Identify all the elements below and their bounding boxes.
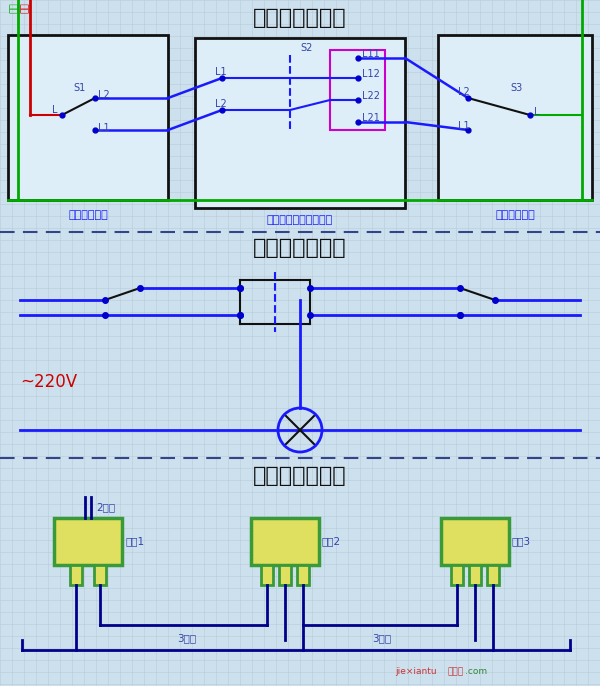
Bar bbox=[441, 518, 509, 565]
Text: 2根线: 2根线 bbox=[96, 502, 115, 512]
Text: S3: S3 bbox=[510, 83, 522, 93]
Text: L11: L11 bbox=[362, 49, 380, 59]
Text: S1: S1 bbox=[74, 83, 86, 93]
Text: 三控开关布线图: 三控开关布线图 bbox=[253, 466, 347, 486]
Text: ~220V: ~220V bbox=[20, 373, 77, 391]
Bar bbox=[330, 50, 385, 130]
Bar bbox=[487, 565, 499, 585]
Bar bbox=[8, 35, 168, 200]
Bar bbox=[297, 565, 309, 585]
Text: 3根线: 3根线 bbox=[373, 633, 392, 643]
Text: L12: L12 bbox=[362, 69, 380, 79]
Text: 火线: 火线 bbox=[20, 3, 29, 13]
Text: 三控开关接线图: 三控开关接线图 bbox=[253, 8, 347, 28]
Bar bbox=[195, 38, 405, 208]
Bar bbox=[70, 565, 82, 585]
Text: 三控开关原理图: 三控开关原理图 bbox=[253, 238, 347, 258]
Bar bbox=[469, 565, 481, 585]
Text: 中途开关（三控开关）: 中途开关（三控开关） bbox=[267, 215, 333, 225]
Text: L1: L1 bbox=[458, 121, 470, 131]
Text: jie×iantu: jie×iantu bbox=[395, 667, 437, 676]
Text: 开关2: 开关2 bbox=[322, 536, 341, 546]
Text: L: L bbox=[52, 105, 58, 115]
Text: S2: S2 bbox=[300, 43, 313, 53]
Text: L22: L22 bbox=[362, 91, 380, 101]
Text: L2: L2 bbox=[215, 99, 227, 109]
Text: 开关3: 开关3 bbox=[512, 536, 531, 546]
Text: L2: L2 bbox=[458, 87, 470, 97]
Text: 单开双控开关: 单开双控开关 bbox=[495, 210, 535, 220]
Bar bbox=[94, 565, 106, 585]
Bar bbox=[54, 518, 122, 565]
Bar bbox=[279, 565, 291, 585]
Bar bbox=[438, 35, 592, 200]
Bar bbox=[451, 565, 463, 585]
Text: .com: .com bbox=[465, 667, 487, 676]
Text: 开关1: 开关1 bbox=[125, 536, 144, 546]
Text: L1: L1 bbox=[215, 67, 227, 77]
Text: 接线图: 接线图 bbox=[447, 667, 463, 676]
Bar bbox=[261, 565, 273, 585]
Text: L: L bbox=[534, 107, 539, 117]
Text: 相线: 相线 bbox=[10, 3, 19, 13]
Text: L2: L2 bbox=[98, 90, 110, 100]
Text: 单开双控开关: 单开双控开关 bbox=[68, 210, 108, 220]
Text: 3根线: 3根线 bbox=[178, 633, 197, 643]
Text: L21: L21 bbox=[362, 113, 380, 123]
Bar bbox=[251, 518, 319, 565]
Text: L1: L1 bbox=[98, 123, 110, 133]
